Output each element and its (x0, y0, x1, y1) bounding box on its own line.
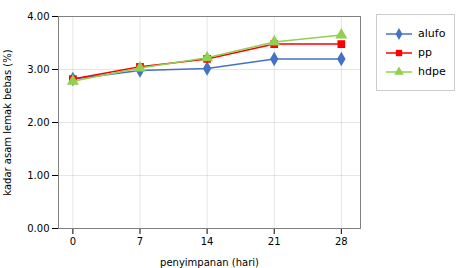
svg-text:0.00: 0.00 (27, 223, 49, 234)
svg-text:21: 21 (268, 236, 281, 247)
svg-text:7: 7 (137, 236, 143, 247)
html-text:hdpe: hdpe (418, 65, 446, 78)
svg-text:3.00: 3.00 (27, 64, 49, 75)
svg-text:penyimpanan (hari): penyimpanan (hari) (160, 257, 259, 268)
svg-text:28: 28 (335, 236, 348, 247)
svg-text:0: 0 (70, 236, 76, 247)
svg-text:14: 14 (201, 236, 214, 247)
svg-text:1.00: 1.00 (27, 170, 49, 181)
svg-text:kadar asam lemak bebas (%): kadar asam lemak bebas (%) (2, 49, 13, 195)
svg-text:4.00: 4.00 (27, 11, 49, 22)
svg-text:2.00: 2.00 (27, 117, 49, 128)
html-text:alufo: alufo (418, 27, 446, 40)
html-text:pp: pp (418, 46, 432, 59)
